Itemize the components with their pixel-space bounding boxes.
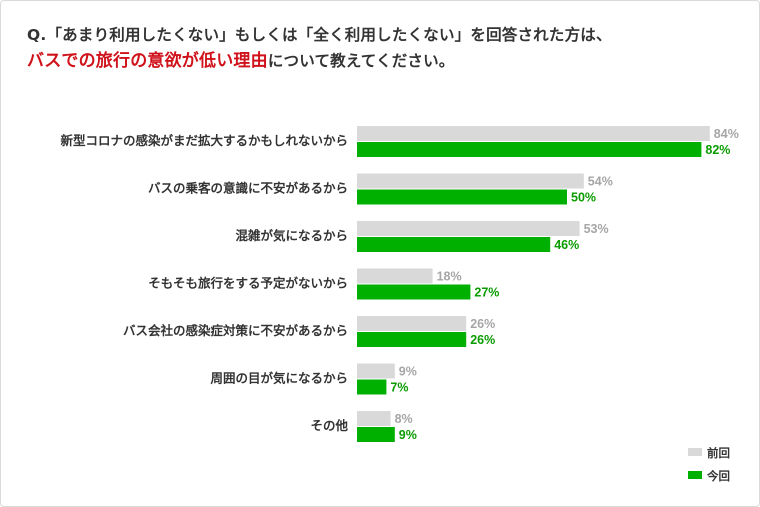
value-label-previous: 18% bbox=[437, 270, 462, 284]
question-title: Q.「あまり利用したくない」もしくは「全く利用したくない」を回答された方は、 バ… bbox=[27, 22, 727, 74]
value-label-current: 46% bbox=[554, 238, 579, 252]
value-label-previous: 53% bbox=[584, 222, 609, 236]
value-label-current: 82% bbox=[705, 143, 730, 157]
category-label: バスの乗客の意識に不安があるから bbox=[148, 181, 348, 196]
category-label: 混雑が気になるから bbox=[235, 228, 348, 243]
bar-previous bbox=[357, 126, 710, 141]
bar-previous bbox=[357, 316, 467, 331]
category-label: そもそも旅行をする予定がないから bbox=[148, 276, 348, 291]
bar-previous bbox=[357, 411, 391, 426]
question-line-2-rest: について教えてください。 bbox=[267, 52, 455, 70]
category-label: 新型コロナの感染がまだ拡大するかもしれないから bbox=[60, 133, 348, 148]
value-label-current: 27% bbox=[474, 286, 499, 300]
bar-current bbox=[357, 427, 395, 442]
bar-current bbox=[357, 142, 702, 157]
value-label-previous: 54% bbox=[588, 175, 613, 189]
bar-current bbox=[357, 379, 387, 395]
legend-swatch-previous bbox=[688, 448, 702, 456]
question-line-1: Q.「あまり利用したくない」もしくは「全く利用したくない」を回答された方は、 bbox=[27, 26, 612, 44]
bar-previous bbox=[357, 363, 395, 379]
category-label: バス会社の感染症対策に不安があるから bbox=[123, 323, 348, 338]
legend-swatch-current bbox=[688, 471, 702, 479]
bar-current bbox=[357, 237, 551, 252]
bar-current bbox=[357, 332, 467, 347]
value-label-current: 50% bbox=[571, 191, 596, 205]
value-label-current: 9% bbox=[399, 428, 417, 442]
value-label-previous: 84% bbox=[714, 127, 739, 141]
question-line-2: バスでの旅行の意欲が低い理由について教えてください。 bbox=[27, 48, 727, 74]
bar-previous bbox=[357, 268, 433, 284]
value-label-current: 26% bbox=[470, 333, 495, 347]
value-label-current: 7% bbox=[390, 381, 408, 395]
bar-previous bbox=[357, 221, 580, 236]
bar-previous bbox=[357, 173, 584, 189]
legend-label-previous: 前回 bbox=[707, 446, 730, 460]
question-highlight: バスでの旅行の意欲が低い理由 bbox=[27, 51, 268, 71]
bar-current bbox=[357, 284, 471, 300]
value-label-previous: 8% bbox=[395, 412, 413, 426]
bar-current bbox=[357, 189, 567, 205]
category-label: その他 bbox=[310, 418, 348, 433]
value-label-previous: 9% bbox=[399, 365, 417, 379]
value-label-previous: 26% bbox=[470, 317, 495, 331]
category-label: 周囲の目が気になるから bbox=[210, 371, 348, 386]
legend-label-current: 今回 bbox=[706, 469, 730, 483]
